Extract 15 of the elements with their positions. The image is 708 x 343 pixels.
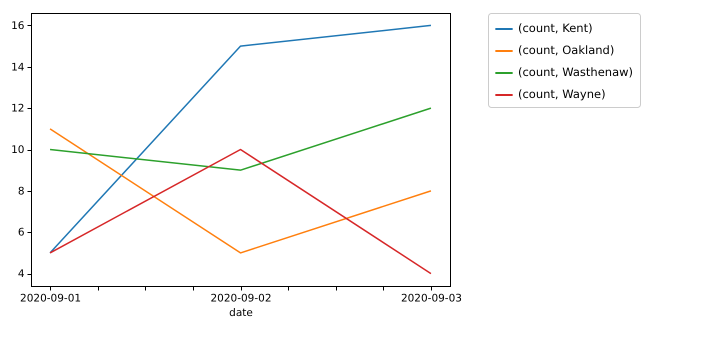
y-tick-label: 8 <box>18 185 24 198</box>
legend-label: (count, Kent) <box>518 21 593 35</box>
y-tick-label: 16 <box>11 20 25 32</box>
legend-label: (count, Oakland) <box>518 43 614 57</box>
x-axis-title: date <box>229 307 253 319</box>
x-tick-label: 2020-09-01 <box>20 292 82 304</box>
y-tick-label: 4 <box>18 268 25 280</box>
x-tick-label: 2020-09-03 <box>400 292 462 304</box>
y-tick-label: 12 <box>11 102 24 115</box>
y-tick-label: 6 <box>18 226 25 239</box>
y-tick-label: 14 <box>11 61 25 74</box>
legend-label: (count, Wasthenaw) <box>518 65 634 79</box>
legend-label: (count, Wayne) <box>518 87 606 101</box>
x-tick-label: 2020-09-02 <box>210 292 272 304</box>
y-tick-label: 10 <box>11 144 24 156</box>
